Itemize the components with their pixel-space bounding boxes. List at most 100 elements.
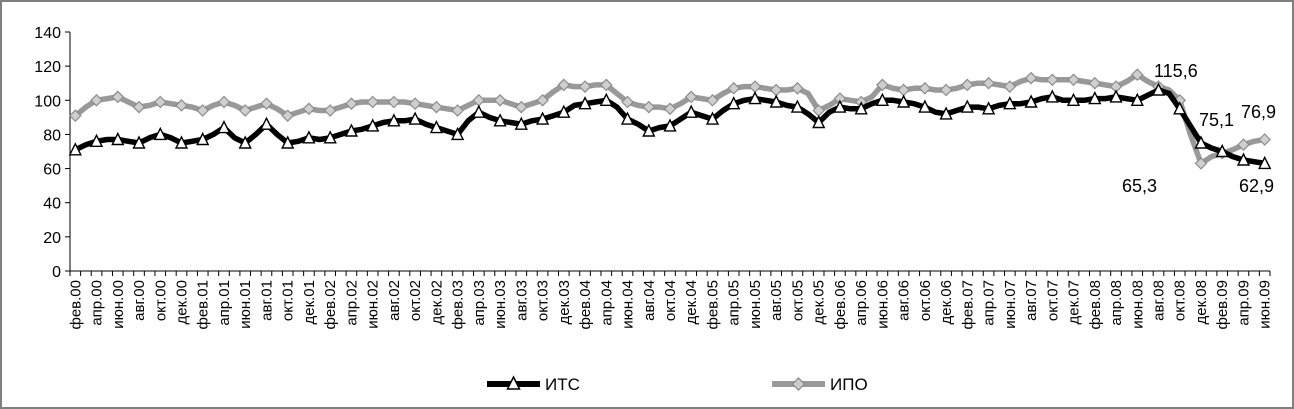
- x-tick-label: июн.02: [365, 280, 382, 329]
- legend-label-its: ИТС: [545, 375, 580, 394]
- data-point-its: [1088, 91, 1102, 105]
- x-tick-label: фев.03: [450, 280, 467, 330]
- data-point-its: [68, 142, 82, 156]
- x-tick-label: дек.04: [683, 280, 700, 325]
- x-tick-label: дек.07: [1066, 280, 1083, 325]
- x-tick-label: апр.00: [89, 280, 106, 326]
- data-point-ipo: [1045, 73, 1059, 87]
- data-point-ipo: [153, 95, 167, 109]
- data-point-ipo: [599, 78, 613, 92]
- data-point-ipo: [260, 97, 273, 111]
- x-tick-label: июн.05: [747, 280, 764, 329]
- data-point-ipo: [748, 80, 762, 93]
- data-point-ipo: [68, 109, 82, 123]
- x-tick-label: апр.09: [1235, 280, 1252, 326]
- data-point-its: [344, 123, 359, 137]
- x-tick-label: окт.08: [1172, 280, 1189, 321]
- data-point-ipo: [769, 83, 783, 97]
- y-tick-label: 20: [43, 230, 61, 247]
- data-point-ipo: [578, 80, 592, 93]
- data-point-its: [1024, 94, 1038, 108]
- data-point-its: [790, 99, 805, 113]
- y-tick-label: 60: [43, 162, 61, 179]
- data-point-its: [408, 111, 422, 125]
- data-point-ipo: [727, 81, 741, 95]
- x-tick-label: авг.08: [1150, 280, 1167, 321]
- x-tick-label: апр.08: [1108, 280, 1125, 326]
- data-point-its: [960, 99, 974, 113]
- y-tick-label: 120: [34, 59, 61, 76]
- data-point-its: [1173, 101, 1187, 115]
- data-point-its: [387, 113, 401, 127]
- data-point-ipo: [323, 104, 337, 117]
- data-point-ipo: [493, 93, 507, 107]
- legend-label-ipo: ИПО: [830, 375, 868, 394]
- y-tick-label: 80: [43, 127, 61, 144]
- data-point-ipo: [876, 78, 889, 92]
- data-point-its: [663, 118, 677, 132]
- data-point-its: [132, 135, 146, 149]
- data-point-ipo: [451, 104, 464, 117]
- x-tick-label: июн.00: [110, 280, 127, 329]
- x-tick-label: апр.03: [471, 280, 488, 326]
- x-tick-label: авг.04: [641, 280, 658, 321]
- y-tick-label: 100: [34, 93, 61, 110]
- data-point-its: [429, 120, 444, 134]
- x-tick-label: окт.07: [1044, 280, 1061, 321]
- data-point-ipo: [706, 93, 719, 107]
- data-point-its: [1109, 89, 1123, 103]
- data-point-its: [450, 126, 465, 141]
- data-point-ipo: [302, 102, 316, 116]
- data-point-ipo: [897, 83, 910, 97]
- x-tick-label: фев.02: [322, 280, 339, 330]
- data-point-ipo: [536, 93, 549, 107]
- data-point-its: [1194, 135, 1208, 149]
- data-point-ipo: [175, 99, 188, 112]
- x-tick-label: апр.01: [216, 280, 233, 326]
- x-tick-label: дек.00: [174, 280, 191, 325]
- x-tick-label: авг.03: [513, 280, 530, 321]
- x-tick-label: окт.02: [407, 280, 424, 321]
- data-point-ipo: [1024, 71, 1038, 85]
- data-point-its: [642, 123, 656, 137]
- x-tick-label: авг.00: [131, 280, 148, 321]
- data-point-ipo: [982, 76, 995, 90]
- data-point-ipo: [684, 90, 698, 104]
- annotation-label: 62,9: [1239, 176, 1274, 196]
- y-tick-label: 0: [52, 264, 61, 281]
- x-tick-label: фев.01: [195, 280, 212, 330]
- data-point-its: [302, 130, 316, 144]
- data-point-its: [1215, 143, 1229, 158]
- x-tick-label: окт.00: [152, 280, 169, 321]
- data-point-ipo: [1003, 80, 1017, 93]
- y-tick-label: 140: [34, 25, 61, 42]
- data-point-ipo: [281, 109, 295, 123]
- data-point-its: [472, 104, 486, 118]
- data-point-its: [620, 111, 635, 125]
- x-tick-label: дек.05: [811, 280, 828, 325]
- data-point-its: [854, 101, 868, 115]
- data-point-ipo: [238, 104, 252, 117]
- data-point-ipo: [217, 95, 231, 109]
- annotation-label: 65,3: [1122, 176, 1157, 196]
- x-tick-label: авг.01: [258, 280, 275, 321]
- x-tick-label: дек.03: [556, 280, 573, 325]
- data-point-ipo: [939, 83, 953, 97]
- data-point-ipo: [430, 100, 443, 114]
- data-point-ipo: [111, 90, 125, 104]
- x-tick-label: июн.09: [1257, 280, 1274, 329]
- x-tick-label: авг.05: [768, 280, 785, 321]
- data-point-its: [323, 130, 337, 144]
- x-tick-label: авг.02: [386, 280, 403, 321]
- data-point-its: [875, 92, 890, 106]
- x-tick-label: дек.06: [938, 280, 955, 325]
- x-tick-label: авг.07: [1023, 280, 1040, 321]
- data-point-ipo: [1130, 68, 1144, 82]
- x-tick-label: июн.07: [1002, 280, 1019, 329]
- data-point-its: [1151, 82, 1166, 96]
- data-point-its: [684, 104, 698, 118]
- x-tick-label: апр.05: [726, 280, 743, 326]
- x-tick-label: окт.03: [535, 280, 552, 321]
- data-point-its: [217, 120, 231, 134]
